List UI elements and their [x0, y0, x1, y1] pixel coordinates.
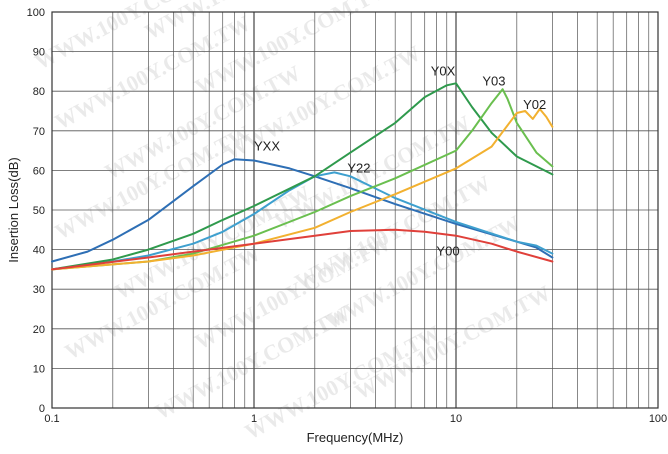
y-axis-title: Insertion Loss(dB) [6, 157, 21, 263]
tick-layer: 0 10 20 30 40 50 60 70 80 90 100 0.1 1 10 100 [27, 7, 668, 425]
y-tick-label: 100 [27, 7, 45, 19]
series-line-y02 [51, 108, 554, 271]
y-tick-label: 0 [39, 403, 45, 415]
y-tick-label: 30 [33, 284, 45, 296]
series-label-y22: Y22 [347, 160, 370, 175]
y-tick-label: 10 [33, 363, 45, 375]
y-tick-label: 60 [33, 165, 45, 177]
series-line-y0x [51, 82, 554, 271]
y-tick-label: 70 [33, 126, 45, 138]
y-tick-label: 50 [33, 205, 45, 217]
series-layer [51, 82, 554, 271]
series-label-y02: Y02 [523, 97, 546, 112]
x-tick-label: 1 [251, 413, 257, 425]
series-line-y03 [51, 88, 554, 271]
series-label-y03: Y03 [482, 73, 505, 88]
grid-layer [52, 12, 658, 408]
x-tick-label: 0.1 [44, 413, 59, 425]
series-label-y00: Y00 [436, 244, 459, 259]
y-tick-label: 80 [33, 86, 45, 98]
series-label-yxx: YXX [254, 139, 280, 154]
y-tick-label: 20 [33, 324, 45, 336]
x-axis-title: Frequency(MHz) [307, 430, 404, 445]
watermark-layer: WWW.100Y.COM.TWWWW.100Y.COM.TWWWW.100Y.C… [31, 0, 555, 444]
y-tick-label: 40 [33, 245, 45, 257]
plot-frame [51, 11, 659, 409]
y-tick-label: 90 [33, 47, 45, 59]
series-line-y00 [51, 228, 554, 271]
x-tick-label: 100 [649, 413, 667, 425]
x-tick-label: 10 [450, 413, 462, 425]
series-label-y0x: Y0X [431, 63, 456, 78]
label-layer: YXX Y22 Y0X Y03 Y02 Y00 [254, 63, 546, 258]
